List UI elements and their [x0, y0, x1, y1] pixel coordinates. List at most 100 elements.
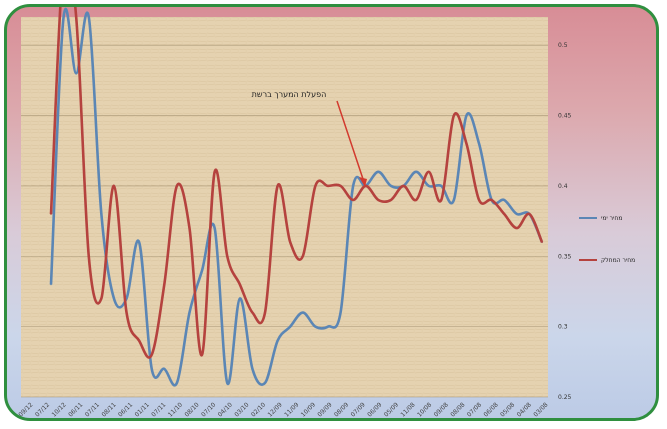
data-point: [465, 142, 468, 145]
data-point: [541, 241, 543, 243]
data-point: [503, 213, 506, 215]
data-point: [188, 311, 191, 314]
legend: מחיר ימי מחיר המחלק: [579, 215, 635, 264]
data-point: [138, 339, 140, 342]
series-lines: [49, 7, 544, 387]
y-axis-ticks: 0.25 0.3 0.35 0.4 0.45 0.5: [558, 42, 572, 401]
y-tick-label: 0.45: [558, 113, 572, 120]
data-point: [251, 311, 254, 314]
gridlines: [21, 44, 548, 398]
x-tick-label: 10/09: [300, 401, 317, 418]
data-point: [150, 353, 153, 356]
data-point: [201, 353, 203, 356]
data-point: [516, 213, 518, 215]
x-tick-label: 05/09: [383, 401, 400, 418]
data-point: [314, 325, 317, 328]
x-tick-label: 04/10: [217, 401, 234, 418]
data-point: [440, 199, 443, 201]
data-point: [87, 16, 90, 18]
x-tick-label: 09/08: [433, 401, 450, 418]
y-tick-label: 0.5: [558, 42, 568, 49]
data-point: [87, 255, 90, 258]
x-tick-label: 06/11: [117, 401, 134, 418]
data-point: [427, 185, 430, 187]
x-tick-label: 10/08: [416, 401, 433, 418]
legend-label-daily: מחיר ימי: [601, 215, 622, 222]
data-point: [503, 199, 506, 201]
data-point: [427, 171, 430, 173]
data-point: [301, 311, 304, 314]
data-point: [478, 142, 480, 145]
data-point: [327, 325, 329, 328]
x-tick-label: 08/09: [333, 401, 350, 418]
data-point: [113, 185, 115, 187]
data-point: [226, 255, 229, 258]
data-point: [239, 297, 241, 300]
data-point: [100, 297, 103, 300]
line-chart: 0.250.30.350.40.450.5 09/12 07/12 10/12 06/…: [17, 7, 635, 418]
data-point: [100, 213, 103, 215]
data-point: [150, 368, 153, 370]
data-point: [352, 199, 354, 201]
data-point: [276, 339, 279, 342]
data-point: [415, 199, 417, 201]
data-point: [276, 185, 279, 187]
data-point: [289, 241, 292, 243]
data-point: [465, 114, 468, 117]
x-tick-label: 06/08: [483, 401, 500, 418]
data-point: [339, 311, 342, 314]
x-tick-label: 09/12: [17, 401, 34, 418]
x-tick-label: 05/08: [499, 401, 516, 418]
data-point: [528, 213, 531, 215]
data-point: [75, 72, 77, 75]
data-point: [453, 114, 455, 117]
data-point: [125, 311, 128, 314]
data-point: [226, 382, 229, 384]
data-point: [314, 185, 317, 187]
data-point: [264, 382, 266, 384]
annotation-label: הפעלת המערך ברשת: [252, 90, 327, 99]
y-tick-label: 0.3: [558, 324, 568, 331]
data-point: [213, 171, 216, 173]
x-tick-label: 01/11: [134, 401, 151, 418]
data-point: [113, 297, 115, 300]
legend-item-distributor: מחיר המחלק: [579, 257, 635, 264]
data-point: [490, 199, 493, 201]
data-point: [264, 311, 266, 314]
data-point: [352, 185, 354, 187]
data-point: [327, 185, 329, 187]
y-tick-label: 0.35: [558, 253, 572, 260]
x-tick-label: 12/09: [267, 401, 284, 418]
x-tick-label: 10/12: [51, 401, 68, 418]
data-point: [453, 199, 455, 201]
x-tick-label: 07/11: [84, 401, 101, 418]
x-tick-label: 07/12: [34, 401, 51, 418]
data-point: [201, 269, 203, 272]
legend-label-distributor: מחיר המחלק: [601, 257, 635, 264]
data-point: [50, 213, 52, 215]
data-point: [163, 368, 166, 370]
data-point: [390, 185, 392, 187]
x-tick-label: 09/09: [316, 401, 333, 418]
x-tick-label: 11/10: [167, 401, 184, 418]
annotation-arrowhead: [359, 177, 367, 187]
x-tick-label: 04/08: [516, 401, 533, 418]
data-point: [176, 185, 178, 187]
annotation: הפעלת המערך ברשת: [252, 90, 367, 187]
data-point: [339, 185, 342, 187]
x-tick-label: 03/08: [532, 401, 549, 418]
data-point: [289, 325, 292, 328]
chart-frame: 0.25 0.3 0.35 0.4 0.45 0.5 09/12 07/12 10/12 06/…: [4, 4, 659, 421]
data-point: [377, 171, 380, 173]
x-tick-label: 07/10: [200, 401, 217, 418]
data-point: [176, 382, 178, 384]
data-point: [138, 241, 140, 243]
data-point: [75, 16, 77, 18]
data-point: [188, 227, 191, 229]
data-point: [213, 227, 216, 229]
x-tick-label: 07/11: [150, 401, 167, 418]
data-point: [239, 283, 241, 286]
y-tick-label: 0.25: [558, 394, 572, 401]
data-point: [251, 368, 254, 370]
x-tick-label: 06/09: [366, 401, 383, 418]
